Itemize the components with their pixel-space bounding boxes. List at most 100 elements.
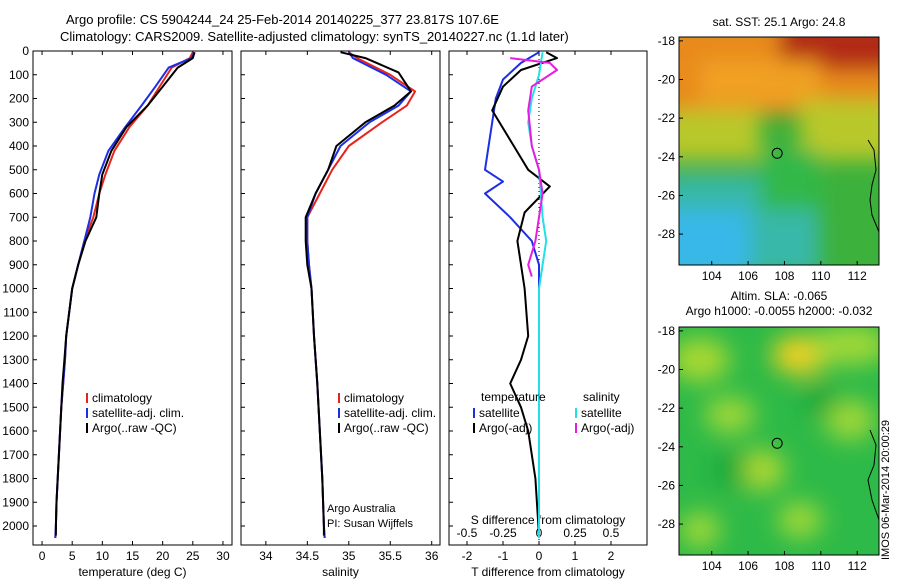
map-y-tick-label: -22 <box>658 111 676 125</box>
y-tick-label: 700 <box>9 210 29 224</box>
x-tick-label: 34 <box>259 549 273 563</box>
x-tick-label: 25 <box>186 549 200 563</box>
y-tick-label: 1200 <box>2 329 29 343</box>
profile-panel-frame-2 <box>240 50 441 546</box>
x-tick-label: -1 <box>498 549 509 563</box>
sla-heatmap <box>679 327 879 555</box>
series-line-argo-raw-qc- <box>54 51 196 536</box>
legend-title-salinity: salinity <box>583 390 620 404</box>
profile-panel-frame-1 <box>32 50 233 546</box>
secondary-tick-label: 0.5 <box>603 526 620 540</box>
y-tick-label: 1400 <box>2 377 29 391</box>
map-x-tick-label: 110 <box>811 269 830 283</box>
map-y-tick-label: -22 <box>658 401 676 415</box>
x-tick-label: 5 <box>69 549 76 563</box>
legend-title-temperature: temperature <box>481 390 546 404</box>
map-y-tick-label: -20 <box>658 363 676 377</box>
series-line-climatology <box>54 51 194 538</box>
annotation-line2: PI: Susan Wijffels <box>327 518 413 530</box>
x-tick-label: 20 <box>156 549 170 563</box>
map-x-tick-label: 108 <box>774 559 794 573</box>
map-x-tick-label: 104 <box>702 269 722 283</box>
map-y-tick-label: -26 <box>658 478 676 492</box>
map-x-tick-label: 106 <box>738 269 758 283</box>
map-title-sla: Altim. SLA: -0.065 <box>731 289 828 303</box>
y-tick-label: 0 <box>22 44 29 58</box>
y-tick-label: 1700 <box>2 448 29 462</box>
y-tick-label: 1000 <box>2 282 29 296</box>
map-y-tick-label: -20 <box>658 73 676 87</box>
y-tick-label: 1800 <box>2 472 29 486</box>
x-tick-label: 10 <box>96 549 110 563</box>
legend-entry: Argo(..raw -QC) <box>344 421 429 435</box>
legend-entry: Argo(-adj) <box>581 421 634 435</box>
legend-entry: satellite <box>581 406 622 420</box>
y-tick-label: 1100 <box>3 305 29 319</box>
y-tick-label: 600 <box>9 187 29 201</box>
x-tick-label: 34.5 <box>296 549 320 563</box>
x-tick-label: 0 <box>536 549 543 563</box>
legend-entry: satellite-adj. clim. <box>92 406 184 420</box>
argo-location-marker <box>771 147 783 159</box>
y-tick-label: 500 <box>9 163 29 177</box>
map-y-tick-label: -24 <box>658 150 676 164</box>
sst-heatmap <box>679 37 879 265</box>
legend-entry: Argo(-adj) <box>479 421 532 435</box>
series-line-argo-adj- <box>491 51 558 536</box>
series-line-satellite-adj-clim- <box>54 51 195 538</box>
y-tick-label: 1900 <box>2 495 29 509</box>
legend-entry: Argo(..raw -QC) <box>92 421 177 435</box>
x-tick-label: 2 <box>608 549 615 563</box>
y-tick-label: 800 <box>9 234 29 248</box>
map-y-tick-label: -28 <box>658 517 676 531</box>
x-tick-label: -2 <box>462 549 473 563</box>
map-x-tick-label: 110 <box>811 559 830 573</box>
map-y-tick-label: -18 <box>658 34 676 48</box>
legend-entry: satellite-adj. clim. <box>344 406 436 420</box>
series-line-salinity-argo-adj- <box>510 57 558 277</box>
x-axis-label: temperature (deg C) <box>78 565 186 579</box>
y-tick-label: 1600 <box>2 424 29 438</box>
x-axis-label: T difference from climatology <box>471 565 625 579</box>
sst-map-frame <box>678 36 880 266</box>
map-y-tick-label: -24 <box>658 440 676 454</box>
map-y-tick-label: -28 <box>658 227 676 241</box>
x-axis-label: salinity <box>322 565 359 579</box>
x-tick-label: 36 <box>425 549 439 563</box>
x-tick-label: 1 <box>572 549 579 563</box>
map-x-tick-label: 112 <box>848 269 867 283</box>
map-title-sst: sat. SST: 25.1 Argo: 24.8 <box>713 15 846 29</box>
figure-title-line1: Argo profile: CS 5904244_24 25-Feb-2014 … <box>66 12 499 27</box>
x-tick-label: 0 <box>39 549 46 563</box>
series-line-satellite-adj-clim- <box>306 51 412 538</box>
annotation-line1: Argo Australia <box>327 503 396 515</box>
map-x-tick-label: 112 <box>848 559 867 573</box>
series-line-salinity-satellite <box>527 52 548 538</box>
figure-title-line2: Climatology: CARS2009. Satellite-adjuste… <box>60 29 569 44</box>
profile-panel-frame-3 <box>448 50 648 546</box>
y-tick-label: 1500 <box>2 400 29 414</box>
legend-entry: climatology <box>92 391 152 405</box>
secondary-tick-label: 0.25 <box>563 526 587 540</box>
chart-layer: 0100200300400500600700800900100011001200… <box>2 15 872 579</box>
map-x-tick-label: 106 <box>738 559 758 573</box>
y-tick-label: 400 <box>9 139 29 153</box>
map-y-tick-label: -26 <box>658 188 676 202</box>
y-tick-label: 1300 <box>2 353 29 367</box>
legend-entry: climatology <box>344 391 404 405</box>
x-tick-label: 30 <box>216 549 230 563</box>
y-tick-label: 300 <box>9 115 29 129</box>
secondary-axis-label: S difference from climatology <box>471 513 626 527</box>
sla-map-frame <box>678 326 880 556</box>
y-tick-label: 2000 <box>2 519 29 533</box>
x-tick-label: 35.5 <box>379 549 403 563</box>
legend-entry: satellite <box>479 406 520 420</box>
map-subtitle-sla: Argo h1000: -0.0055 h2000: -0.032 <box>686 304 873 318</box>
map-x-tick-label: 108 <box>774 269 794 283</box>
series-line-satellite <box>484 51 540 538</box>
argo-location-marker <box>771 437 783 449</box>
y-tick-label: 200 <box>9 92 29 106</box>
map-y-tick-label: -18 <box>658 324 676 338</box>
x-tick-label: 15 <box>126 549 140 563</box>
